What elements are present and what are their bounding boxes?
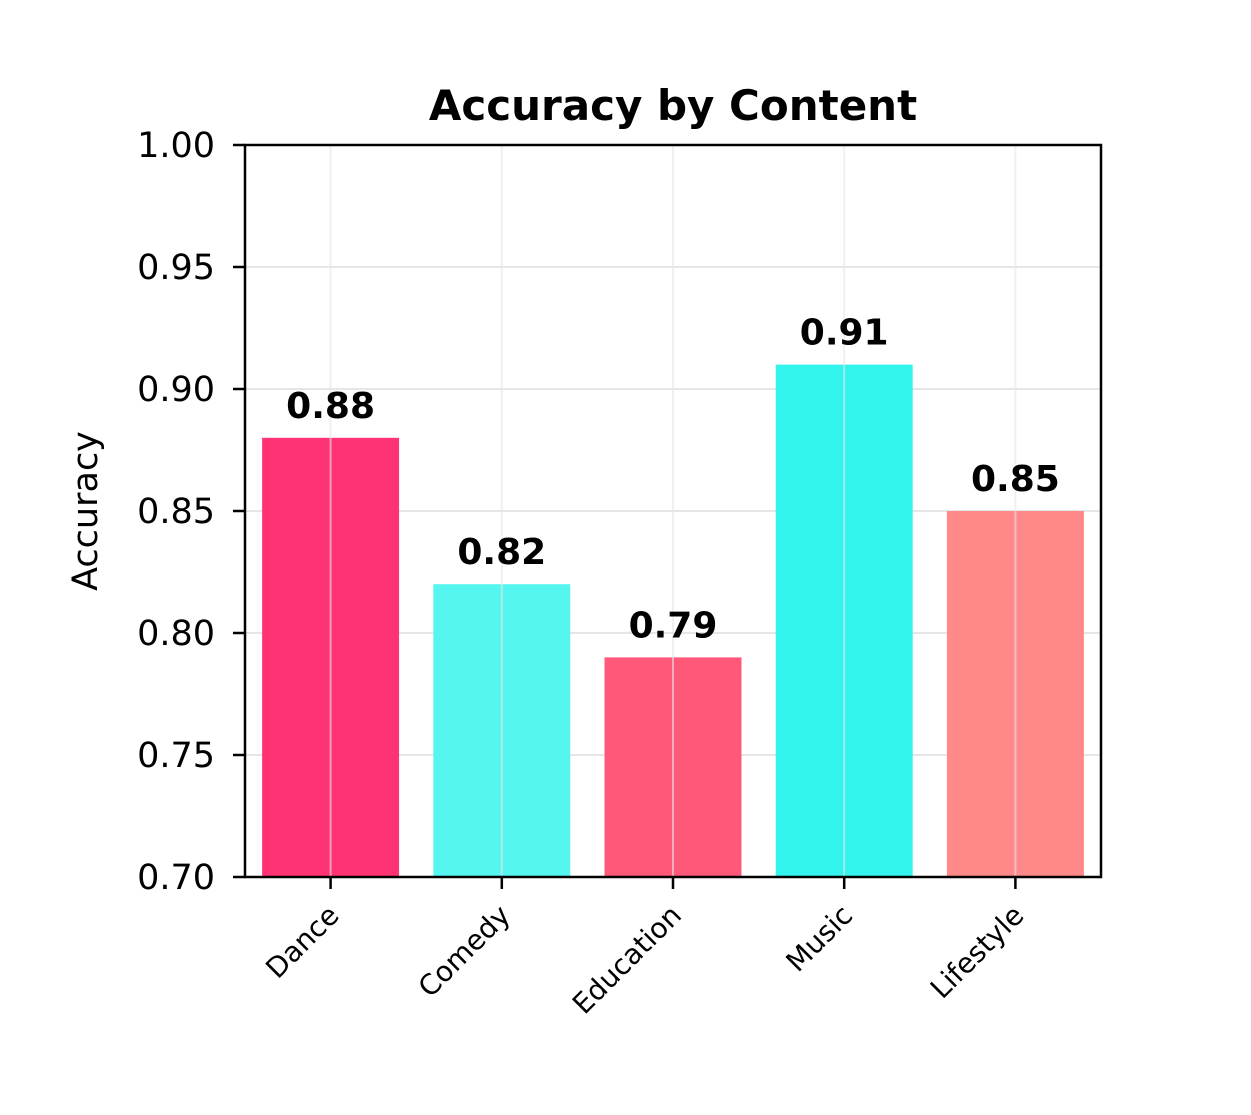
bar-value-labels: 0.88 0.82 0.79 0.91 0.85 xyxy=(286,313,1060,647)
x-tick-label: Music xyxy=(779,899,859,979)
y-axis: 0.70 0.75 0.80 0.85 0.90 0.95 1.00 xyxy=(137,126,245,898)
y-tick-label: 0.75 xyxy=(137,736,215,776)
x-tick-label: Comedy xyxy=(412,899,517,1004)
bar-value-label: 0.91 xyxy=(800,313,889,354)
y-tick-label: 1.00 xyxy=(137,126,215,166)
chart-title: Accuracy by Content xyxy=(429,81,917,130)
y-axis-label: Accuracy xyxy=(66,431,106,591)
y-tick-label: 0.80 xyxy=(137,614,215,654)
bar-value-label: 0.85 xyxy=(971,459,1060,500)
x-tick-label: Dance xyxy=(259,899,345,985)
y-tick-label: 0.95 xyxy=(137,248,215,288)
x-tick-label: Lifestyle xyxy=(924,899,1030,1005)
bar-value-label: 0.79 xyxy=(629,605,718,646)
bar-value-label: 0.88 xyxy=(286,386,375,427)
y-tick-label: 0.90 xyxy=(137,370,215,410)
bar-value-label: 0.82 xyxy=(457,532,546,573)
vertical-grid-layer xyxy=(329,145,1017,877)
y-tick-label: 0.85 xyxy=(137,492,215,532)
x-axis: Dance Comedy Education Music Lifestyle xyxy=(259,877,1030,1021)
x-tick-label: Education xyxy=(566,899,688,1021)
y-tick-label: 0.70 xyxy=(137,858,215,898)
